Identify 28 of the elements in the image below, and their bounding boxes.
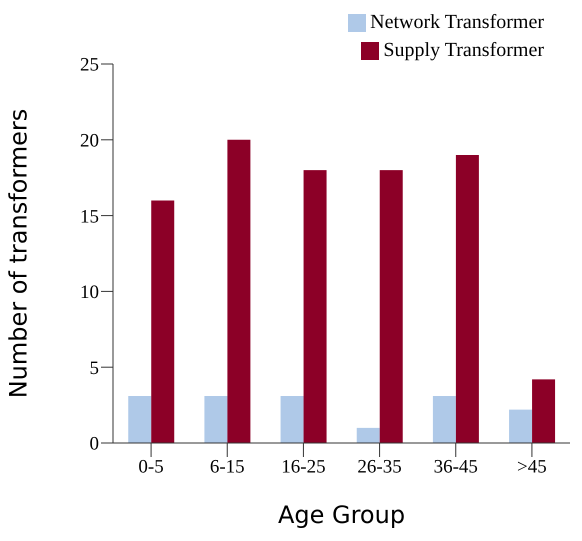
bar (204, 396, 228, 443)
y-tick-label: 10 (80, 282, 99, 304)
x-tick-label: 6-15 (210, 456, 245, 478)
bar (509, 410, 532, 443)
y-axis-title: Number of transformers (4, 108, 33, 398)
y-tick-label: 25 (80, 54, 99, 76)
bar (456, 154, 479, 443)
bar (380, 170, 403, 443)
bar (227, 140, 250, 443)
bar (432, 396, 456, 443)
bar (356, 428, 380, 443)
bar (128, 396, 152, 443)
x-tick-label: 16-25 (281, 456, 326, 478)
y-tick-label: 0 (90, 434, 99, 455)
x-axis-title: Age Group (278, 501, 406, 529)
y-tick-label: 20 (80, 130, 99, 152)
legend-label: Supply Transformer (383, 39, 544, 61)
x-tick-label: 26-35 (357, 456, 402, 478)
bar (532, 379, 556, 443)
y-tick-label: 15 (80, 206, 99, 228)
bar (304, 170, 327, 443)
legend-label: Network Transformer (370, 11, 544, 33)
y-tick-label: 5 (90, 358, 99, 379)
x-tick-label: 36-45 (434, 456, 478, 478)
x-tick-label: >45 (517, 456, 547, 478)
bar (280, 396, 304, 443)
x-tick-label: 0-5 (138, 456, 164, 478)
bar (151, 200, 174, 443)
